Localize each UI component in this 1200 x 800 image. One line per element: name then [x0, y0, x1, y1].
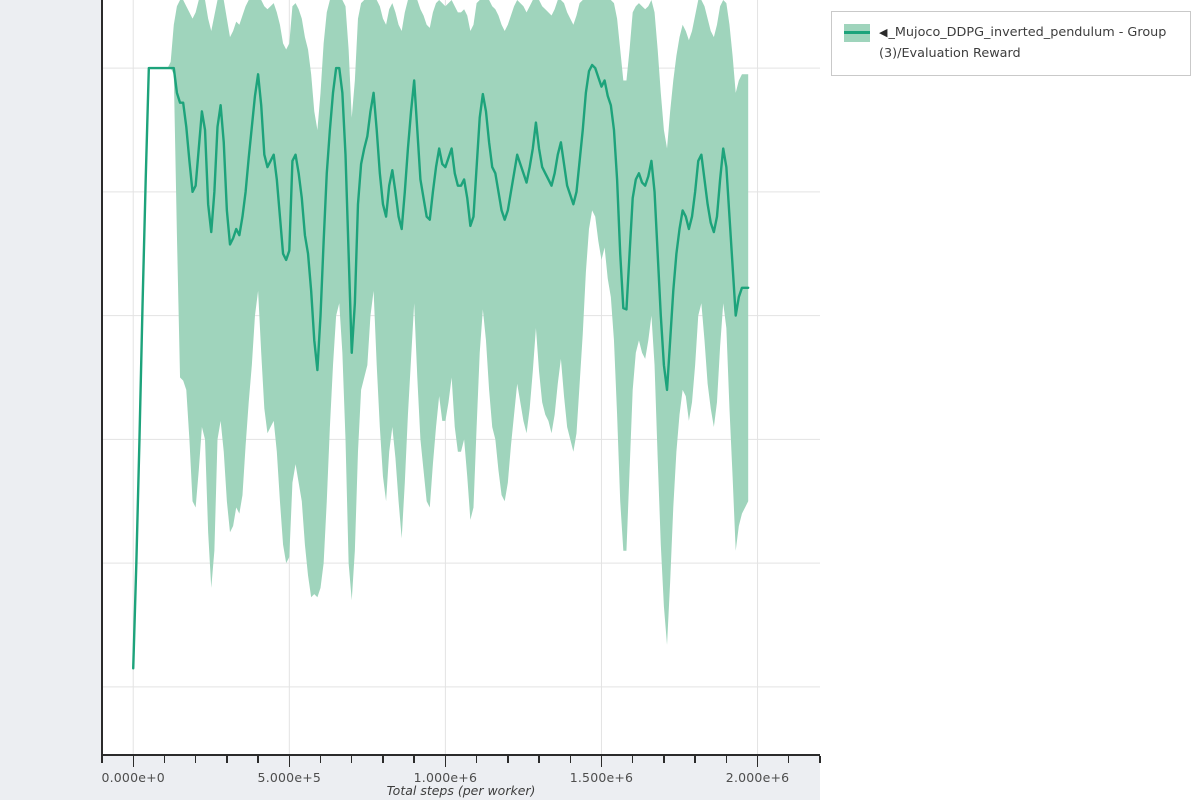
legend-collapse-triangle-icon[interactable]: ◀ [879, 26, 888, 39]
plot-area [102, 0, 820, 755]
x-axis-minor-tick [319, 756, 322, 763]
x-axis-tick [756, 756, 759, 767]
x-axis-tick [444, 756, 447, 767]
legend-color-swatch [844, 24, 870, 42]
x-axis-minor-tick [475, 756, 478, 763]
x-axis-minor-tick [163, 756, 166, 763]
chart-outer-frame: 02004006008001000 0.000e+05.000e+51.000e… [0, 0, 821, 800]
x-axis-minor-tick [538, 756, 540, 763]
x-axis-minor-tick [226, 756, 228, 763]
x-axis-minor-tick [382, 756, 384, 763]
x-axis-tick [132, 756, 134, 767]
x-axis-minor-tick [257, 756, 259, 763]
x-axis-minor-tick [725, 756, 728, 763]
x-axis-minor-tick [101, 756, 103, 763]
x-axis-minor-tick [413, 756, 415, 763]
x-axis-line [101, 754, 820, 756]
x-axis-tick [288, 756, 290, 767]
x-axis-minor-tick [819, 756, 821, 763]
x-axis-tick-label: 0.000e+0 [101, 770, 165, 785]
x-axis-title: Total steps (per worker) [386, 783, 536, 798]
x-axis-minor-tick [694, 756, 696, 763]
legend-series-name: _Mujoco_DDPG_inverted_pendulum - Group(3… [879, 25, 1167, 61]
x-axis-tick [600, 756, 603, 767]
legend[interactable]: ◀_Mujoco_DDPG_inverted_pendulum - Group(… [831, 11, 1191, 76]
x-axis-tick-label: 2.000e+6 [725, 770, 790, 785]
legend-entry-label: ◀_Mujoco_DDPG_inverted_pendulum - Group(… [879, 22, 1180, 64]
y-axis-line [101, 0, 103, 755]
x-axis-minor-tick [507, 756, 509, 763]
x-axis-minor-tick [788, 756, 790, 763]
x-axis-minor-tick [631, 756, 634, 763]
x-axis-minor-tick [351, 756, 353, 763]
x-axis-minor-tick [569, 756, 571, 763]
x-axis-minor-tick [194, 756, 197, 763]
series-plot [102, 0, 820, 755]
x-axis-tick-label: 1.000e+6 [413, 770, 478, 785]
x-axis-tick-label: 1.500e+6 [569, 770, 634, 785]
x-axis-tick-label: 5.000e+5 [257, 770, 322, 785]
x-axis-minor-tick [663, 756, 665, 763]
